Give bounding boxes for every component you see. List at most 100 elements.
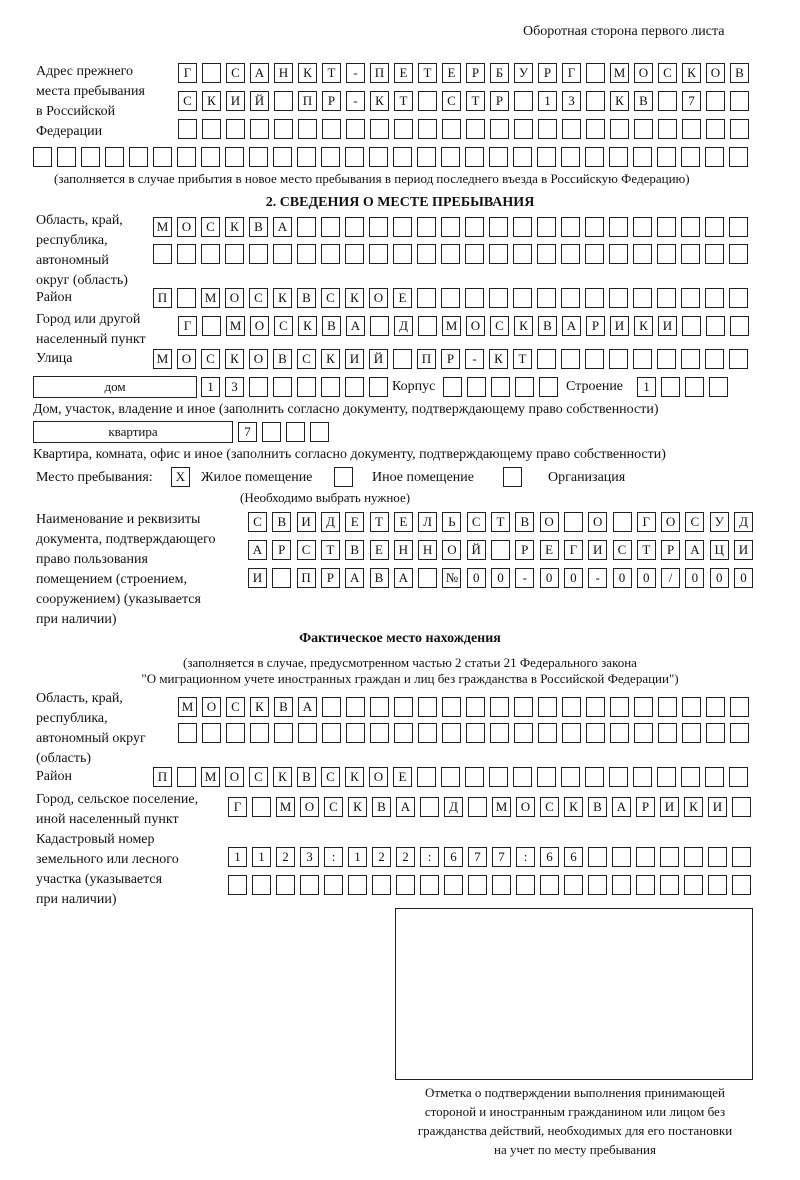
letter-cell[interactable] xyxy=(345,377,364,397)
letter-cell[interactable] xyxy=(489,147,508,167)
letter-cell[interactable]: 0 xyxy=(539,568,559,588)
letter-cell[interactable] xyxy=(201,244,220,264)
letter-cell[interactable] xyxy=(418,723,437,743)
letter-cell[interactable] xyxy=(228,875,247,895)
letter-cell[interactable]: К xyxy=(348,797,367,817)
letter-cell[interactable]: К xyxy=(684,797,703,817)
letter-cell[interactable] xyxy=(682,723,701,743)
letter-cell[interactable]: У xyxy=(709,512,729,532)
letter-cell[interactable] xyxy=(610,119,629,139)
letter-cell[interactable] xyxy=(393,147,412,167)
letter-cell[interactable]: О xyxy=(250,316,269,336)
letter-cell[interactable] xyxy=(633,349,652,369)
letter-cell[interactable] xyxy=(588,875,607,895)
letter-cell[interactable] xyxy=(682,316,701,336)
letter-cell[interactable] xyxy=(585,244,604,264)
letter-cell[interactable] xyxy=(346,119,365,139)
letter-cell[interactable]: 0 xyxy=(466,568,486,588)
letter-cell[interactable] xyxy=(417,244,436,264)
letter-cell[interactable]: О xyxy=(225,288,244,308)
letter-cell[interactable] xyxy=(393,217,412,237)
letter-cell[interactable] xyxy=(586,63,605,83)
letter-cell[interactable]: М xyxy=(201,767,220,787)
letter-cell[interactable]: О xyxy=(225,767,244,787)
letter-cell[interactable] xyxy=(420,797,439,817)
letter-cell[interactable] xyxy=(564,875,583,895)
letter-cell[interactable] xyxy=(657,217,676,237)
letter-cell[interactable]: 1 xyxy=(201,377,220,397)
letter-cell[interactable] xyxy=(394,697,413,717)
letter-cell[interactable]: Й xyxy=(250,91,269,111)
letter-cell[interactable] xyxy=(732,847,751,867)
letter-cell[interactable]: Н xyxy=(418,540,438,560)
letter-cell[interactable] xyxy=(298,723,317,743)
letter-cell[interactable] xyxy=(297,217,316,237)
letter-cell[interactable]: С xyxy=(321,288,340,308)
letter-cell[interactable] xyxy=(370,723,389,743)
letter-cell[interactable] xyxy=(418,568,438,588)
letter-cell[interactable] xyxy=(129,147,148,167)
letter-cell[interactable] xyxy=(705,217,724,237)
letter-cell[interactable]: О xyxy=(516,797,535,817)
letter-cell[interactable] xyxy=(370,697,389,717)
letter-cell[interactable]: С xyxy=(248,512,267,532)
letter-cell[interactable]: П xyxy=(417,349,436,369)
letter-cell[interactable] xyxy=(657,244,676,264)
letter-cell[interactable]: Т xyxy=(320,540,340,560)
letter-cell[interactable] xyxy=(441,217,460,237)
letter-cell[interactable]: С xyxy=(612,540,632,560)
letter-cell[interactable]: : xyxy=(420,847,439,867)
letter-cell[interactable] xyxy=(515,377,534,397)
letter-cell[interactable]: О xyxy=(539,512,559,532)
letter-cell[interactable] xyxy=(465,288,484,308)
letter-cell[interactable] xyxy=(539,377,558,397)
letter-cell[interactable]: К xyxy=(298,316,317,336)
letter-cell[interactable] xyxy=(514,723,533,743)
letter-cell[interactable]: К xyxy=(225,349,244,369)
letter-cell[interactable] xyxy=(490,697,509,717)
letter-cell[interactable] xyxy=(372,875,391,895)
letter-cell[interactable]: Р xyxy=(322,91,341,111)
letter-cell[interactable] xyxy=(585,767,604,787)
letter-cell[interactable] xyxy=(657,349,676,369)
letter-cell[interactable] xyxy=(612,512,632,532)
letter-cell[interactable] xyxy=(276,875,295,895)
letter-cell[interactable]: К xyxy=(273,767,292,787)
letter-cell[interactable] xyxy=(658,119,677,139)
letter-cell[interactable] xyxy=(586,91,605,111)
letter-cell[interactable] xyxy=(586,119,605,139)
letter-cell[interactable]: Р xyxy=(490,91,509,111)
letter-cell[interactable] xyxy=(249,377,268,397)
letter-cell[interactable] xyxy=(417,767,436,787)
letter-cell[interactable]: В xyxy=(345,540,365,560)
letter-cell[interactable] xyxy=(442,697,461,717)
letter-cell[interactable] xyxy=(681,288,700,308)
letter-cell[interactable] xyxy=(706,723,725,743)
letter-cell[interactable] xyxy=(730,91,749,111)
letter-cell[interactable]: С xyxy=(324,797,343,817)
flat-type-field[interactable]: квартира xyxy=(33,421,233,443)
letter-cell[interactable]: О xyxy=(177,217,196,237)
letter-cell[interactable] xyxy=(249,147,268,167)
letter-cell[interactable]: А xyxy=(248,540,267,560)
letter-cell[interactable] xyxy=(252,875,271,895)
letter-cell[interactable] xyxy=(561,147,580,167)
letter-cell[interactable]: Р xyxy=(636,797,655,817)
letter-cell[interactable] xyxy=(418,697,437,717)
letter-cell[interactable] xyxy=(561,288,580,308)
letter-cell[interactable]: И xyxy=(296,512,316,532)
letter-cell[interactable]: Е xyxy=(393,288,412,308)
letter-cell[interactable] xyxy=(633,217,652,237)
letter-cell[interactable] xyxy=(273,244,292,264)
letter-cell[interactable]: № xyxy=(442,568,462,588)
letter-cell[interactable]: В xyxy=(538,316,557,336)
letter-cell[interactable] xyxy=(537,147,556,167)
letter-cell[interactable]: В xyxy=(297,767,316,787)
letter-cell[interactable] xyxy=(685,377,704,397)
letter-cell[interactable] xyxy=(636,875,655,895)
letter-cell[interactable] xyxy=(369,244,388,264)
letter-cell[interactable] xyxy=(708,847,727,867)
letter-cell[interactable] xyxy=(634,723,653,743)
letter-cell[interactable] xyxy=(300,875,319,895)
letter-cell[interactable] xyxy=(610,697,629,717)
